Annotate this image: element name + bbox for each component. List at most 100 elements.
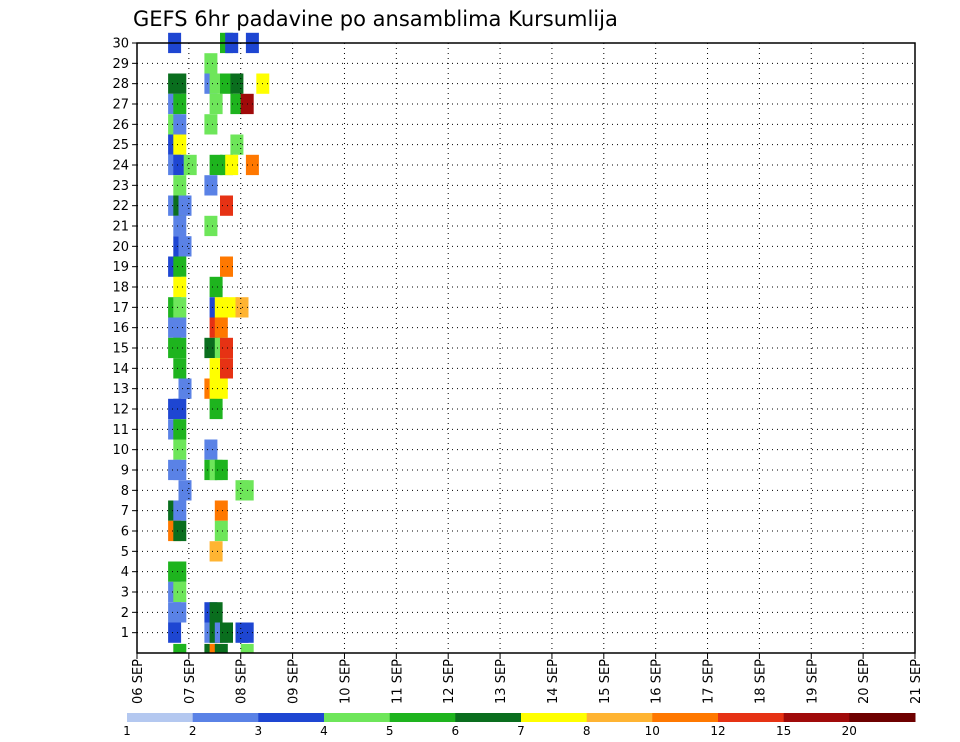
heatmap-cell <box>209 93 223 115</box>
x-tick-label: 10 SEP <box>339 659 354 704</box>
heatmap-cell <box>173 439 187 460</box>
y-tick-label: 19 <box>112 260 129 275</box>
colorbar-swatch <box>324 713 391 722</box>
x-tick-label: 07 SEP <box>183 659 198 704</box>
y-tick-label: 3 <box>121 586 129 601</box>
heatmap-cell <box>178 236 192 257</box>
x-tick-label: 13 SEP <box>494 659 509 704</box>
heatmap-cell <box>220 256 233 277</box>
y-tick-label: 15 <box>112 342 129 357</box>
colorbar-swatch <box>849 713 916 722</box>
heatmap-cell <box>173 602 187 623</box>
y-tick-label: 20 <box>112 240 129 255</box>
heatmap-cell <box>204 337 218 359</box>
colorbar-swatch <box>521 713 588 722</box>
y-tick-label: 13 <box>112 382 129 397</box>
x-tick-label: 09 SEP <box>287 659 302 704</box>
heatmap-cell <box>204 175 218 196</box>
colorbar-label: 20 <box>842 724 857 738</box>
colorbar-label: 7 <box>517 724 525 738</box>
heatmap-cell <box>168 622 182 643</box>
heatmap-cell <box>178 195 192 216</box>
heatmap-cell <box>173 256 187 277</box>
heatmap-cell <box>173 297 187 318</box>
heatmap-cell <box>214 459 228 481</box>
heatmap-cell <box>225 154 239 176</box>
heatmap-cell <box>209 602 223 623</box>
colorbar-swatch <box>718 713 785 722</box>
heatmap-cell <box>204 215 218 237</box>
heatmap-cell <box>230 93 244 115</box>
heatmap-cell <box>173 561 187 582</box>
colorbar: 1 2 3 4 5 6 7 8 10 12 15 20 <box>123 713 916 738</box>
heatmap-cell <box>173 134 187 155</box>
colorbar-label: 4 <box>320 724 328 738</box>
heatmap-cell <box>240 643 254 654</box>
y-tick-label: 11 <box>112 423 129 438</box>
heatmap-cell <box>183 154 197 176</box>
heatmap-cell <box>204 53 218 74</box>
heatmap-cell <box>178 378 192 399</box>
y-tick-label: 27 <box>112 98 129 113</box>
heatmap-cell <box>173 73 187 94</box>
x-tick-label: 16 SEP <box>650 659 665 704</box>
colorbar-swatch <box>258 713 325 722</box>
y-tick-label: 30 <box>112 37 129 52</box>
y-tick-label: 1 <box>121 626 129 641</box>
heatmap-cell <box>173 520 187 542</box>
heatmap-cell <box>209 276 223 298</box>
y-tick-label: 22 <box>112 199 129 214</box>
heatmap-cell <box>173 215 187 237</box>
heatmap-cell <box>173 337 187 359</box>
x-tick-label: 20 SEP <box>857 659 872 704</box>
y-tick-label: 14 <box>112 362 129 377</box>
y-tick-label: 5 <box>121 545 129 560</box>
grid-lines <box>137 43 915 653</box>
heatmap-cell <box>173 358 187 379</box>
heatmap-cell <box>173 276 187 298</box>
heatmap-cell <box>204 439 218 460</box>
colorbar-swatch <box>586 713 653 722</box>
x-tick-label: 19 SEP <box>805 659 820 704</box>
colorbar-swatch <box>652 713 719 722</box>
x-tick-label: 21 SEP <box>909 659 924 704</box>
heatmap-cell <box>225 297 239 318</box>
heatmap-cell <box>220 358 233 379</box>
y-tick-label: 25 <box>112 138 129 153</box>
heatmap-cell <box>173 581 187 603</box>
x-tick-label: 17 SEP <box>702 659 717 704</box>
y-tick-label: 7 <box>121 504 129 519</box>
heatmap-cell <box>173 93 187 115</box>
heatmap-cell <box>220 622 233 643</box>
colorbar-label: 8 <box>583 724 591 738</box>
y-tick-label: 26 <box>112 118 129 133</box>
y-tick-label: 18 <box>112 281 129 296</box>
heatmap-cell <box>214 317 228 338</box>
heatmap-cell <box>173 114 187 135</box>
x-tick-label: 18 SEP <box>753 659 768 704</box>
colorbar-label: 6 <box>451 724 459 738</box>
heatmap-cell <box>178 480 192 501</box>
heatmap-cell <box>214 500 228 521</box>
heatmap-cell <box>173 175 187 196</box>
heatmap-cell <box>214 297 228 318</box>
y-tick-label: 8 <box>121 484 129 499</box>
y-tick-label: 28 <box>112 77 129 92</box>
y-tick-label: 2 <box>121 606 129 621</box>
heatmap-cell <box>204 114 218 135</box>
heatmap-cell <box>209 73 223 94</box>
colorbar-label: 1 <box>123 724 131 738</box>
y-axis: 1234567891011121314151617181920212223242… <box>112 37 137 641</box>
y-tick-label: 10 <box>112 443 129 458</box>
y-tick-label: 4 <box>121 565 129 580</box>
heatmap-cell <box>173 317 187 338</box>
heatmap-cell <box>209 154 223 176</box>
colorbar-label: 10 <box>645 724 660 738</box>
heatmap-cell <box>173 500 187 521</box>
heatmap-cell <box>173 154 187 176</box>
heatmap-cell <box>220 195 233 216</box>
colorbar-label: 3 <box>254 724 262 738</box>
heatmap-cells <box>168 32 270 654</box>
x-tick-label: 11 SEP <box>390 659 405 704</box>
